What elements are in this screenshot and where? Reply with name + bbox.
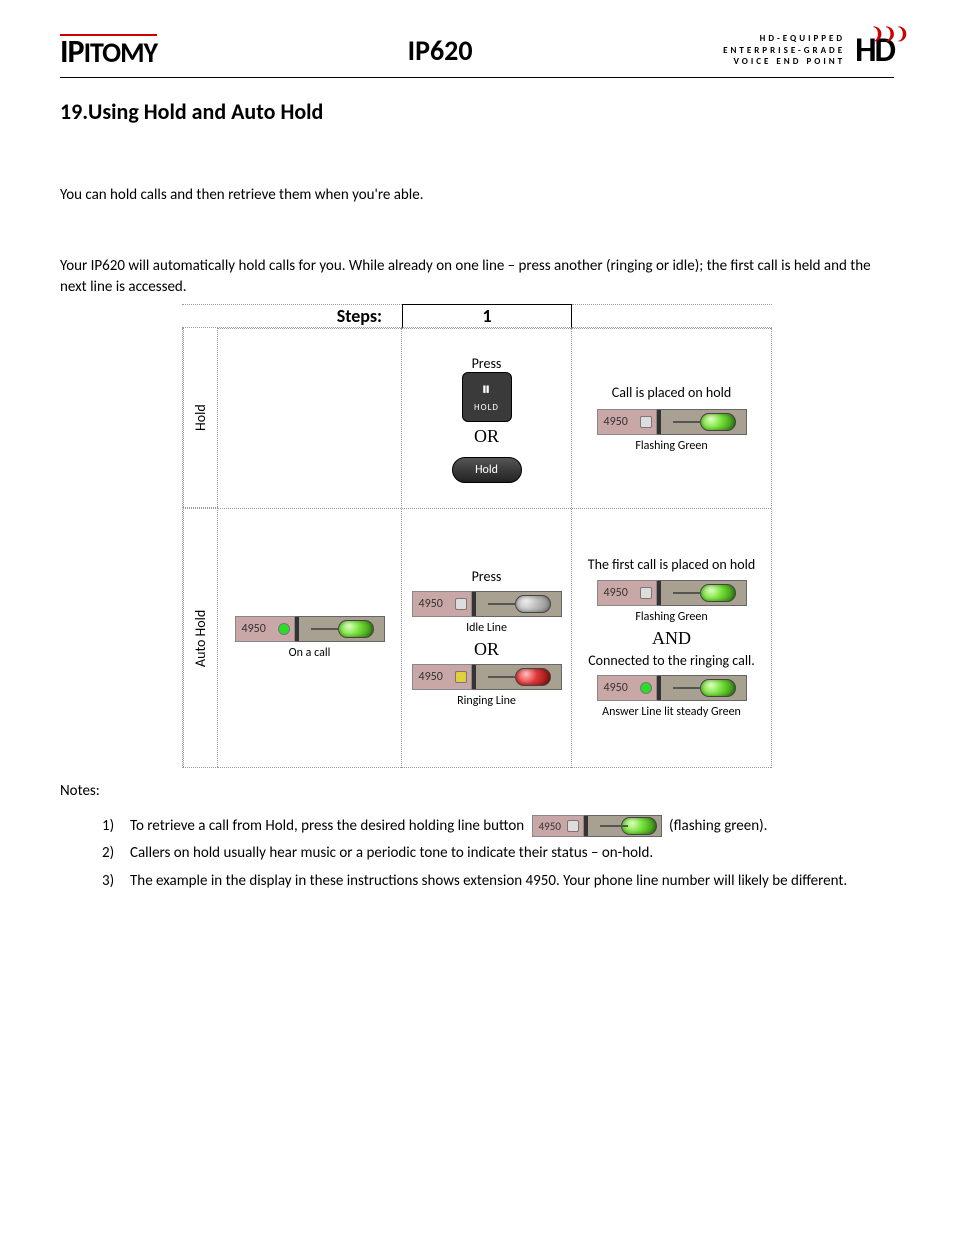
line-body <box>584 815 662 837</box>
caption-flashing-2: Flashing Green <box>635 610 707 624</box>
line-body <box>295 616 385 642</box>
section-title: 19.Using Hold and Auto Hold <box>60 98 894 125</box>
brand-logo-left: IPIPITOMYITOMY <box>60 34 157 67</box>
hd-logo: HD ❩❩❩ <box>855 30 894 71</box>
notes-list: To retrieve a call from Hold, press the … <box>60 815 894 893</box>
col-result: Call is placed on hold 4950 Flashing Gre… <box>572 328 772 768</box>
intro-paragraph-1: You can hold calls and then retrieve the… <box>60 185 894 206</box>
section-heading: Using Hold and Auto Hold <box>88 98 323 125</box>
caption-answer-line: Answer Line lit steady Green <box>602 705 741 719</box>
line-label: 4950 <box>412 591 472 617</box>
line-on-hold: 4950 <box>597 409 747 435</box>
result-connected: Connected to the ringing call. <box>588 653 755 670</box>
hold-glyph-icon: ⏸ <box>482 380 492 398</box>
inline-line-button: 4950 <box>532 815 662 837</box>
col-action: Press ⏸ HOLD OR Hold Press 4950 Idle Lin… <box>402 328 572 768</box>
steps-table: Steps: 1 Hold Auto Hold 4950 On a call <box>182 304 772 768</box>
tagline: HD-EQUIPPED ENTERPRISE-GRADE VOICE END P… <box>723 33 845 68</box>
note-1: To retrieve a call from Hold, press the … <box>130 815 894 838</box>
page-header: IPIPITOMYITOMY IP620 HD-EQUIPPED ENTERPR… <box>60 30 894 78</box>
line-body <box>657 580 747 606</box>
caption-on-a-call: On a call <box>289 646 331 660</box>
hold-hard-button: ⏸ HOLD <box>462 372 512 422</box>
model-number: IP620 <box>408 33 473 68</box>
caption-flashing-1: Flashing Green <box>635 439 707 453</box>
press-label-1: Press <box>472 355 502 372</box>
hold-soft-button: Hold <box>452 457 522 483</box>
line-label: 4950 <box>235 616 295 642</box>
line-body <box>472 591 562 617</box>
or-label-2: OR <box>474 639 499 660</box>
cell-auto-result: The first call is placed on hold 4950 Fl… <box>572 508 771 768</box>
led-green-icon <box>338 620 374 638</box>
note-3: The example in the display in these inst… <box>130 870 894 893</box>
led-green-icon <box>621 817 657 835</box>
led-red-icon <box>515 668 551 686</box>
steps-header-spacer <box>572 304 772 328</box>
brand-ip: IP <box>60 32 84 71</box>
hold-hard-label: HOLD <box>474 402 499 413</box>
cell-hold-result: Call is placed on hold 4950 Flashing Gre… <box>572 328 771 508</box>
cell-auto-action: Press 4950 Idle Line OR 4950 Ringing Lin… <box>402 508 571 768</box>
row-labels-col: Hold Auto Hold <box>182 328 218 768</box>
tagline-l2: ENTERPRISE-GRADE <box>723 45 845 57</box>
line-label: 4950 <box>412 664 472 690</box>
or-label-1: OR <box>474 426 499 447</box>
tagline-l1: HD-EQUIPPED <box>723 33 845 45</box>
intro-paragraph-2: Your IP620 will automatically hold calls… <box>60 256 894 298</box>
line-idle: 4950 <box>412 591 562 617</box>
steps-header-row: Steps: 1 <box>182 304 772 328</box>
note-1a: To retrieve a call from Hold, press the … <box>130 817 524 835</box>
hd-wave-icon: ❩❩❩ <box>871 24 908 44</box>
press-label-2: Press <box>472 568 502 585</box>
line-answered: 4950 <box>597 675 747 701</box>
line-label: 4950 <box>532 815 584 837</box>
header-right: HD-EQUIPPED ENTERPRISE-GRADE VOICE END P… <box>723 30 894 71</box>
led-grey-icon <box>515 595 551 613</box>
result-hold-text: Call is placed on hold <box>612 384 732 401</box>
line-ringing: 4950 <box>412 664 562 690</box>
and-label: AND <box>652 628 691 649</box>
led-green-icon <box>700 584 736 602</box>
row-label-hold: Hold <box>183 328 218 508</box>
caption-idle: Idle Line <box>466 621 507 635</box>
led-green-icon <box>700 413 736 431</box>
steps-label: Steps: <box>182 304 402 328</box>
cell-hold-action: Press ⏸ HOLD OR Hold <box>402 328 571 508</box>
note-2: Callers on hold usually hear music or a … <box>130 842 894 865</box>
led-green-icon <box>700 679 736 697</box>
line-body <box>472 664 562 690</box>
line-on-a-call: 4950 <box>235 616 385 642</box>
line-label: 4950 <box>597 409 657 435</box>
col-state-before: 4950 On a call <box>218 328 402 768</box>
line-body <box>657 675 747 701</box>
cell-hold-before <box>218 328 401 508</box>
line-body <box>657 409 747 435</box>
line-first-on-hold: 4950 <box>597 580 747 606</box>
cell-auto-before: 4950 On a call <box>218 508 401 768</box>
row-label-auto-hold: Auto Hold <box>183 508 218 768</box>
notes-heading: Notes: <box>60 782 894 800</box>
steps-body: Hold Auto Hold 4950 On a call Press <box>182 328 772 768</box>
caption-ringing: Ringing Line <box>457 694 516 708</box>
result-first-call: The first call is placed on hold <box>588 557 755 574</box>
line-label: 4950 <box>597 580 657 606</box>
line-label: 4950 <box>597 675 657 701</box>
step-number: 1 <box>402 304 572 328</box>
tagline-l3: VOICE END POINT <box>723 56 845 68</box>
section-number: 19. <box>60 98 88 125</box>
note-1b: (flashing green). <box>669 817 767 835</box>
